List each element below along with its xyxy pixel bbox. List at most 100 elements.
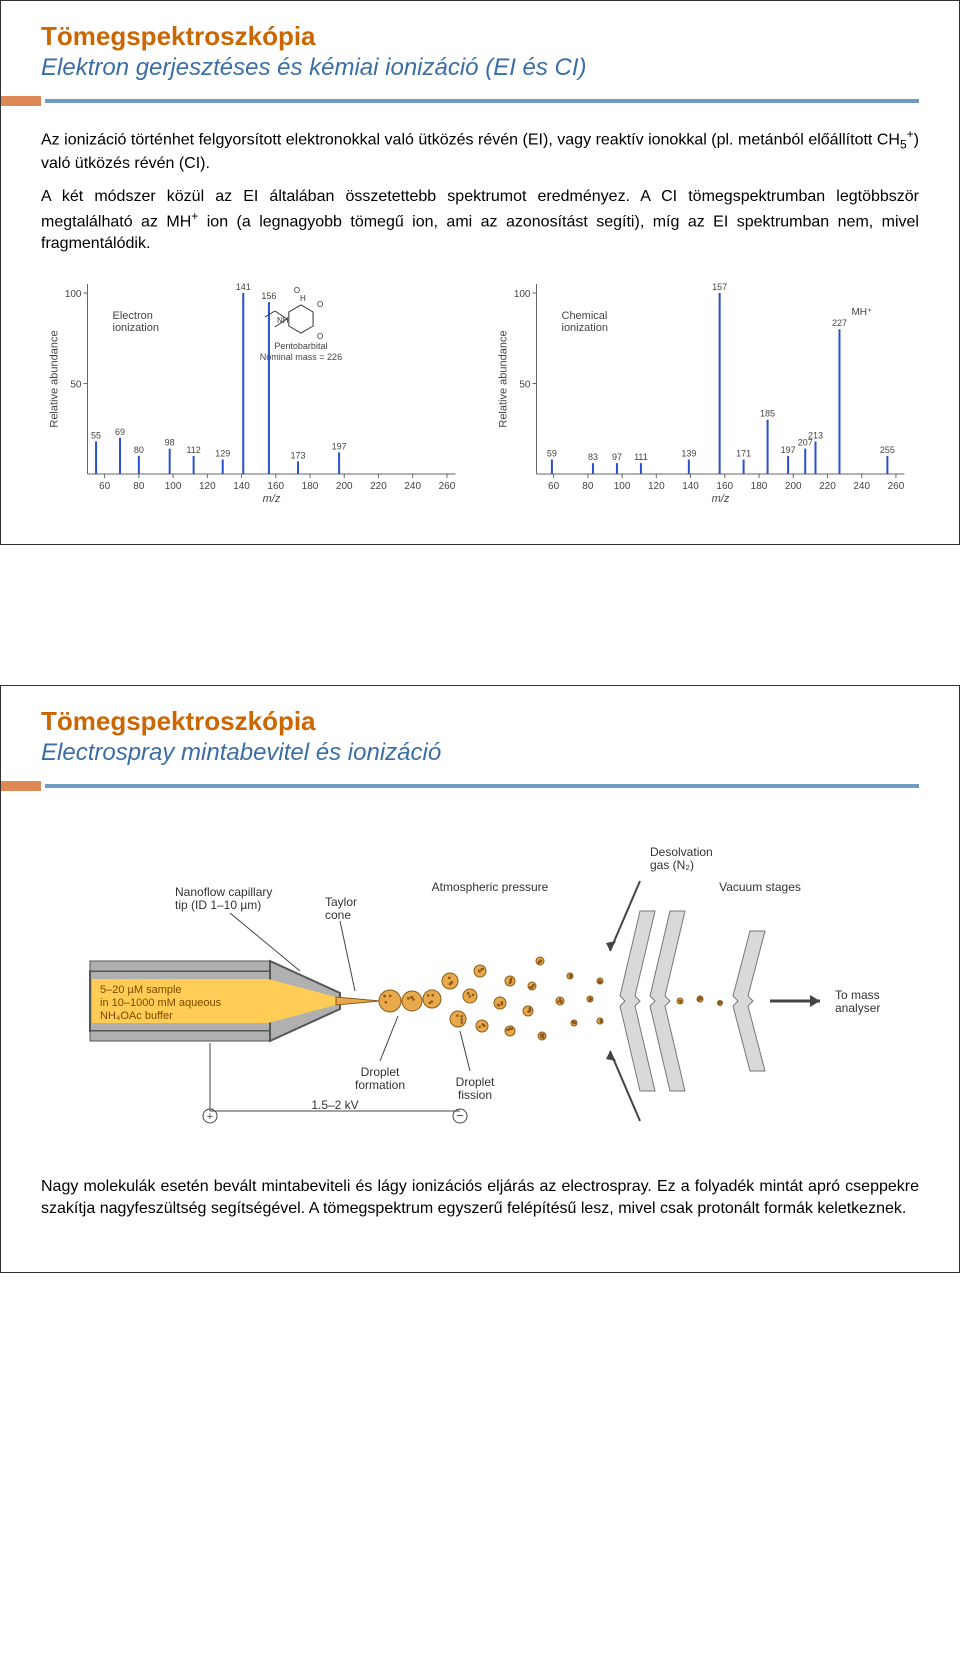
spectra-row: 50 100 60 80 100 120 140 160 180 200 220 240 260 m/z R… [41, 274, 919, 504]
svg-text:H: H [300, 294, 306, 303]
svg-text:173: 173 [291, 451, 306, 461]
text: Az ionizáció történhet felgyorsított ele… [41, 131, 900, 148]
svg-text:Relative abundance: Relative abundance [498, 331, 510, 428]
svg-text:O: O [317, 332, 323, 341]
svg-text:129: 129 [215, 449, 230, 459]
svg-text:Nanoflow capillary: Nanoflow capillary [175, 885, 272, 899]
slide2-body: Nagy molekulák esetén bevált mintabevite… [41, 1176, 919, 1219]
slide1-para2: A két módszer közül az EI általában össz… [41, 186, 919, 254]
svg-text:Droplet: Droplet [361, 1065, 400, 1079]
svg-text:Relative abundance: Relative abundance [49, 331, 61, 428]
svg-text:140: 140 [682, 481, 699, 492]
svg-text:141: 141 [236, 282, 251, 292]
svg-text:59: 59 [547, 449, 557, 459]
svg-text:139: 139 [681, 449, 696, 459]
svg-text:180: 180 [302, 481, 319, 492]
svg-text:200: 200 [336, 481, 353, 492]
svg-text:formation: formation [355, 1078, 405, 1092]
slide2-subtitle: Electrospray mintabevitel és ionizáció [41, 739, 919, 767]
svg-text:Chemical: Chemical [562, 310, 608, 322]
ci-spectrum: 501006080100120140160180200220240260m/zR… [490, 274, 919, 504]
svg-text:O: O [317, 300, 323, 309]
svg-text:cone: cone [325, 908, 351, 922]
svg-text:Pentobarbital: Pentobarbital [274, 341, 327, 351]
svg-text:180: 180 [751, 481, 768, 492]
svg-text:240: 240 [853, 481, 870, 492]
svg-text:220: 220 [370, 481, 387, 492]
svg-text:69: 69 [115, 427, 125, 437]
svg-text:tip (ID 1–10 µm): tip (ID 1–10 µm) [175, 898, 261, 912]
ci-spectrum-svg: 501006080100120140160180200220240260m/zR… [490, 274, 919, 504]
svg-text:m/z: m/z [263, 493, 281, 504]
svg-text:NH: NH [277, 316, 289, 325]
svg-text:260: 260 [888, 481, 905, 492]
svg-text:in 10–1000 mM aqueous: in 10–1000 mM aqueous [100, 997, 222, 1009]
electrospray-svg: + − 1.5–2 kV Nanoflow capillarytip (ID 1–10… [80, 821, 880, 1141]
svg-text:255: 255 [880, 445, 895, 455]
svg-text:240: 240 [404, 481, 421, 492]
svg-text:260: 260 [439, 481, 456, 492]
svg-text:gas (N₂): gas (N₂) [650, 858, 694, 872]
svg-text:83: 83 [588, 453, 598, 463]
svg-text:60: 60 [99, 481, 111, 492]
svg-text:80: 80 [582, 481, 594, 492]
svg-text:O: O [294, 286, 300, 295]
svg-text:Desolvation: Desolvation [650, 845, 713, 859]
svg-text:185: 185 [760, 409, 775, 419]
svg-text:Nominal mass = 226: Nominal mass = 226 [260, 352, 342, 362]
ei-spectrum: 501006080100120140160180200220240260m/zR… [41, 274, 470, 504]
svg-text:Vacuum stages: Vacuum stages [719, 880, 801, 894]
svg-text:MH⁺: MH⁺ [851, 308, 872, 319]
svg-text:80: 80 [133, 481, 145, 492]
svg-text:171: 171 [736, 449, 751, 459]
svg-text:ionization: ionization [113, 322, 159, 334]
ei-spectrum-svg: 501006080100120140160180200220240260m/zR… [41, 274, 470, 504]
superscript: + [907, 127, 914, 141]
svg-text:100: 100 [614, 481, 631, 492]
slide-ei-ci: Tömegspektroszkópia Elektron gerjesztése… [0, 0, 960, 545]
decor-line [1, 96, 919, 106]
svg-text:112: 112 [186, 445, 200, 455]
svg-text:1.5–2 kV: 1.5–2 kV [311, 1098, 358, 1112]
slide1-title: Tömegspektroszkópia [41, 21, 919, 52]
svg-text:220: 220 [819, 481, 836, 492]
svg-text:−: − [456, 1108, 464, 1123]
svg-text:200: 200 [785, 481, 802, 492]
svg-text:197: 197 [332, 442, 347, 452]
svg-text:50: 50 [70, 380, 82, 391]
slide2-title: Tömegspektroszkópia [41, 706, 919, 737]
svg-text:227: 227 [832, 319, 847, 329]
svg-text:To mass: To mass [835, 988, 880, 1002]
svg-text:100: 100 [514, 289, 531, 300]
svg-text:+: + [207, 1111, 213, 1123]
svg-text:Droplet: Droplet [456, 1075, 495, 1089]
svg-text:5–20 µM sample: 5–20 µM sample [100, 984, 182, 996]
svg-text:80: 80 [134, 445, 144, 455]
svg-text:fission: fission [458, 1088, 492, 1102]
svg-text:analyser: analyser [835, 1001, 880, 1015]
svg-text:160: 160 [716, 481, 733, 492]
slide1-subtitle: Elektron gerjesztéses és kémiai ionizáci… [41, 54, 919, 82]
svg-text:120: 120 [648, 481, 665, 492]
svg-text:60: 60 [548, 481, 560, 492]
svg-text:NH₄OAc buffer: NH₄OAc buffer [100, 1010, 173, 1022]
svg-text:213: 213 [808, 431, 823, 441]
svg-text:100: 100 [65, 289, 82, 300]
svg-text:98: 98 [165, 438, 175, 448]
svg-text:120: 120 [199, 481, 216, 492]
svg-text:197: 197 [781, 445, 796, 455]
slide-electrospray: Tömegspektroszkópia Electrospray mintabe… [0, 685, 960, 1272]
subscript: 5 [900, 138, 907, 152]
svg-text:Atmospheric pressure: Atmospheric pressure [432, 880, 549, 894]
svg-text:157: 157 [712, 282, 727, 292]
slide1-para1: Az ionizáció történhet felgyorsított ele… [41, 126, 919, 174]
svg-text:160: 160 [267, 481, 284, 492]
svg-text:Taylor: Taylor [325, 895, 357, 909]
svg-text:Electron: Electron [113, 310, 153, 322]
svg-text:156: 156 [261, 292, 276, 302]
svg-text:100: 100 [165, 481, 182, 492]
svg-text:ionization: ionization [562, 322, 608, 334]
svg-text:111: 111 [634, 453, 648, 463]
electrospray-diagram: + − 1.5–2 kV Nanoflow capillarytip (ID 1–10… [80, 821, 880, 1146]
svg-text:50: 50 [519, 380, 531, 391]
